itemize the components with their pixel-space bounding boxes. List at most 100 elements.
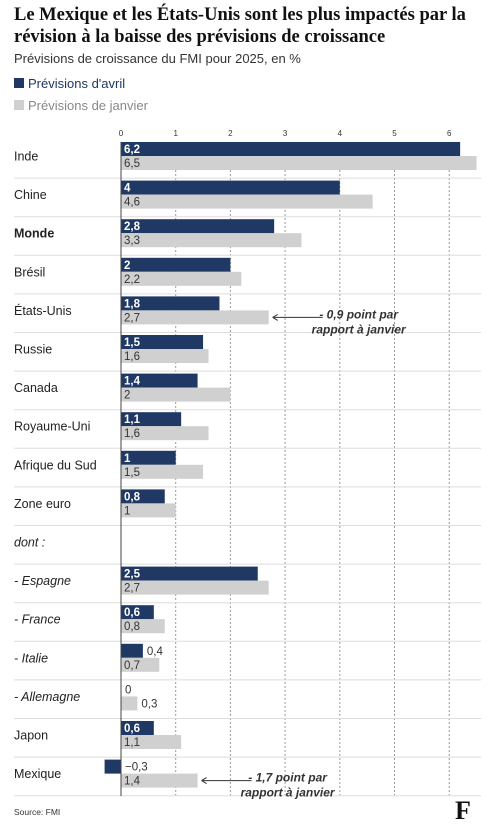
bar-april-italie: [121, 643, 143, 658]
bar-label-january-espagne: 2,7: [124, 583, 140, 595]
bar-label-april-japon: 0,6: [124, 723, 140, 735]
x-tick-label-1: 1: [173, 129, 178, 138]
legend-label-april: Prévisions d'avril: [28, 75, 126, 91]
bar-label-january-royaume-uni: 1,6: [124, 428, 140, 440]
category-label-russie: Russie: [14, 343, 52, 357]
bar-april-france: [121, 605, 154, 620]
bar-january-monde: [121, 233, 302, 248]
bar-label-april-allemagne: 0: [125, 684, 131, 696]
bar-april-etats-unis: [121, 296, 220, 311]
bar-label-january-italie: 0,7: [124, 660, 140, 672]
bar-april-bresil: [121, 257, 231, 272]
category-label-inde: Inde: [14, 150, 38, 164]
bar-april-zone-euro: [121, 489, 165, 504]
category-label-royaume-uni: Royaume-Uni: [14, 420, 90, 434]
category-label-japon: Japon: [14, 729, 48, 743]
annotation-text-etats-unis-1: rapport à janvier: [312, 322, 407, 336]
bar-label-april-espagne: 2,5: [124, 569, 141, 581]
chart-subtitle: Prévisions de croissance du FMI pour 202…: [14, 51, 301, 66]
bar-january-etats-unis: [121, 310, 269, 325]
category-label-italie: - Italie: [14, 651, 48, 665]
bar-april-mexique: [104, 759, 121, 774]
bar-january-afrique-du-sud: [121, 464, 204, 479]
legend-item-january: Prévisions de janvier: [14, 95, 148, 115]
bar-label-january-monde: 3,3: [124, 235, 140, 247]
bar-january-allemagne: [121, 696, 138, 711]
bar-label-april-france: 0,6: [124, 607, 140, 619]
bar-label-january-russie: 1,6: [124, 351, 140, 363]
legend: Prévisions d'avril Prévisions de janvier: [14, 73, 148, 117]
category-label-allemagne: - Allemagne: [14, 690, 80, 704]
category-label-espagne: - Espagne: [14, 574, 71, 588]
bar-april-chine: [121, 180, 340, 195]
bar-label-january-etats-unis: 2,7: [124, 312, 140, 324]
bar-label-april-afrique-du-sud: 1: [124, 453, 131, 465]
bar-april-canada: [121, 373, 198, 388]
bar-label-april-chine: 4: [124, 183, 131, 195]
chart-title: Le Mexique et les États-Unis sont les pl…: [14, 5, 466, 47]
bar-label-april-etats-unis: 1,8: [124, 298, 141, 310]
bar-january-mexique: [121, 773, 198, 788]
bar-january-zone-euro: [121, 503, 176, 518]
bar-label-april-mexique: −0,3: [125, 762, 148, 774]
bar-january-japon: [121, 735, 182, 749]
annotation-text-mexique-1: rapport à janvier: [241, 786, 336, 800]
category-label-zone-euro: Zone euro: [14, 497, 71, 511]
bar-label-april-italie: 0,4: [147, 646, 164, 658]
bar-label-january-bresil: 2,2: [124, 274, 140, 286]
legend-swatch-january: [14, 100, 24, 110]
category-label-monde: Monde: [14, 227, 54, 241]
bar-label-january-allemagne: 0,3: [141, 698, 157, 710]
bar-april-espagne: [121, 566, 258, 581]
bar-label-april-bresil: 2: [124, 260, 130, 272]
bar-label-january-japon: 1,1: [124, 737, 140, 749]
bar-label-april-zone-euro: 0,8: [124, 491, 141, 503]
bar-label-april-inde: 6,2: [124, 144, 140, 156]
category-label-etats-unis: États-Unis: [14, 303, 72, 318]
x-tick-label-3: 3: [283, 129, 288, 138]
bar-april-royaume-uni: [121, 412, 182, 427]
bar-january-royaume-uni: [121, 426, 209, 441]
legend-swatch-april: [14, 78, 24, 88]
bar-label-january-zone-euro: 1: [124, 505, 130, 517]
x-tick-label-0: 0: [119, 129, 124, 138]
category-label-dont: dont :: [14, 536, 45, 550]
bar-january-espagne: [121, 580, 269, 595]
bar-label-april-royaume-uni: 1,1: [124, 414, 141, 426]
category-label-afrique-du-sud: Afrique du Sud: [14, 458, 97, 472]
bar-label-april-canada: 1,4: [124, 376, 141, 388]
bar-label-january-france: 0,8: [124, 621, 140, 633]
category-label-chine: Chine: [14, 188, 47, 202]
bar-label-january-inde: 6,5: [124, 158, 140, 170]
category-label-mexique: Mexique: [14, 767, 61, 781]
annotation-arrowhead-mexique: [201, 777, 207, 785]
legend-label-january: Prévisions de janvier: [28, 97, 148, 113]
bar-label-january-afrique-du-sud: 1,5: [124, 467, 140, 479]
x-tick-label-2: 2: [228, 129, 233, 138]
bar-january-canada: [121, 387, 231, 402]
x-tick-label-5: 5: [392, 129, 397, 138]
bar-january-chine: [121, 194, 373, 209]
bar-january-russie: [121, 349, 209, 363]
legend-item-april: Prévisions d'avril: [14, 73, 148, 93]
bar-january-bresil: [121, 271, 242, 286]
annotation-text-mexique-0: - 1,7 point par: [248, 771, 328, 785]
annotation-arrowhead-etats-unis: [272, 313, 278, 321]
category-label-france: - France: [14, 613, 61, 627]
bar-label-january-canada: 2: [124, 390, 130, 402]
bar-april-japon: [121, 721, 154, 735]
bar-april-afrique-du-sud: [121, 450, 176, 465]
bar-january-france: [121, 619, 165, 634]
bar-january-inde: [121, 156, 477, 170]
bar-label-january-mexique: 1,4: [124, 776, 141, 788]
source-note: Source: FMI: [14, 807, 61, 817]
bar-april-monde: [121, 219, 275, 234]
category-label-bresil: Brésil: [14, 265, 45, 279]
bar-label-january-chine: 4,6: [124, 197, 140, 209]
x-tick-label-4: 4: [338, 129, 343, 138]
bar-april-russie: [121, 335, 204, 349]
bar-january-italie: [121, 657, 160, 672]
category-label-canada: Canada: [14, 381, 58, 395]
x-tick-label-6: 6: [447, 129, 452, 138]
